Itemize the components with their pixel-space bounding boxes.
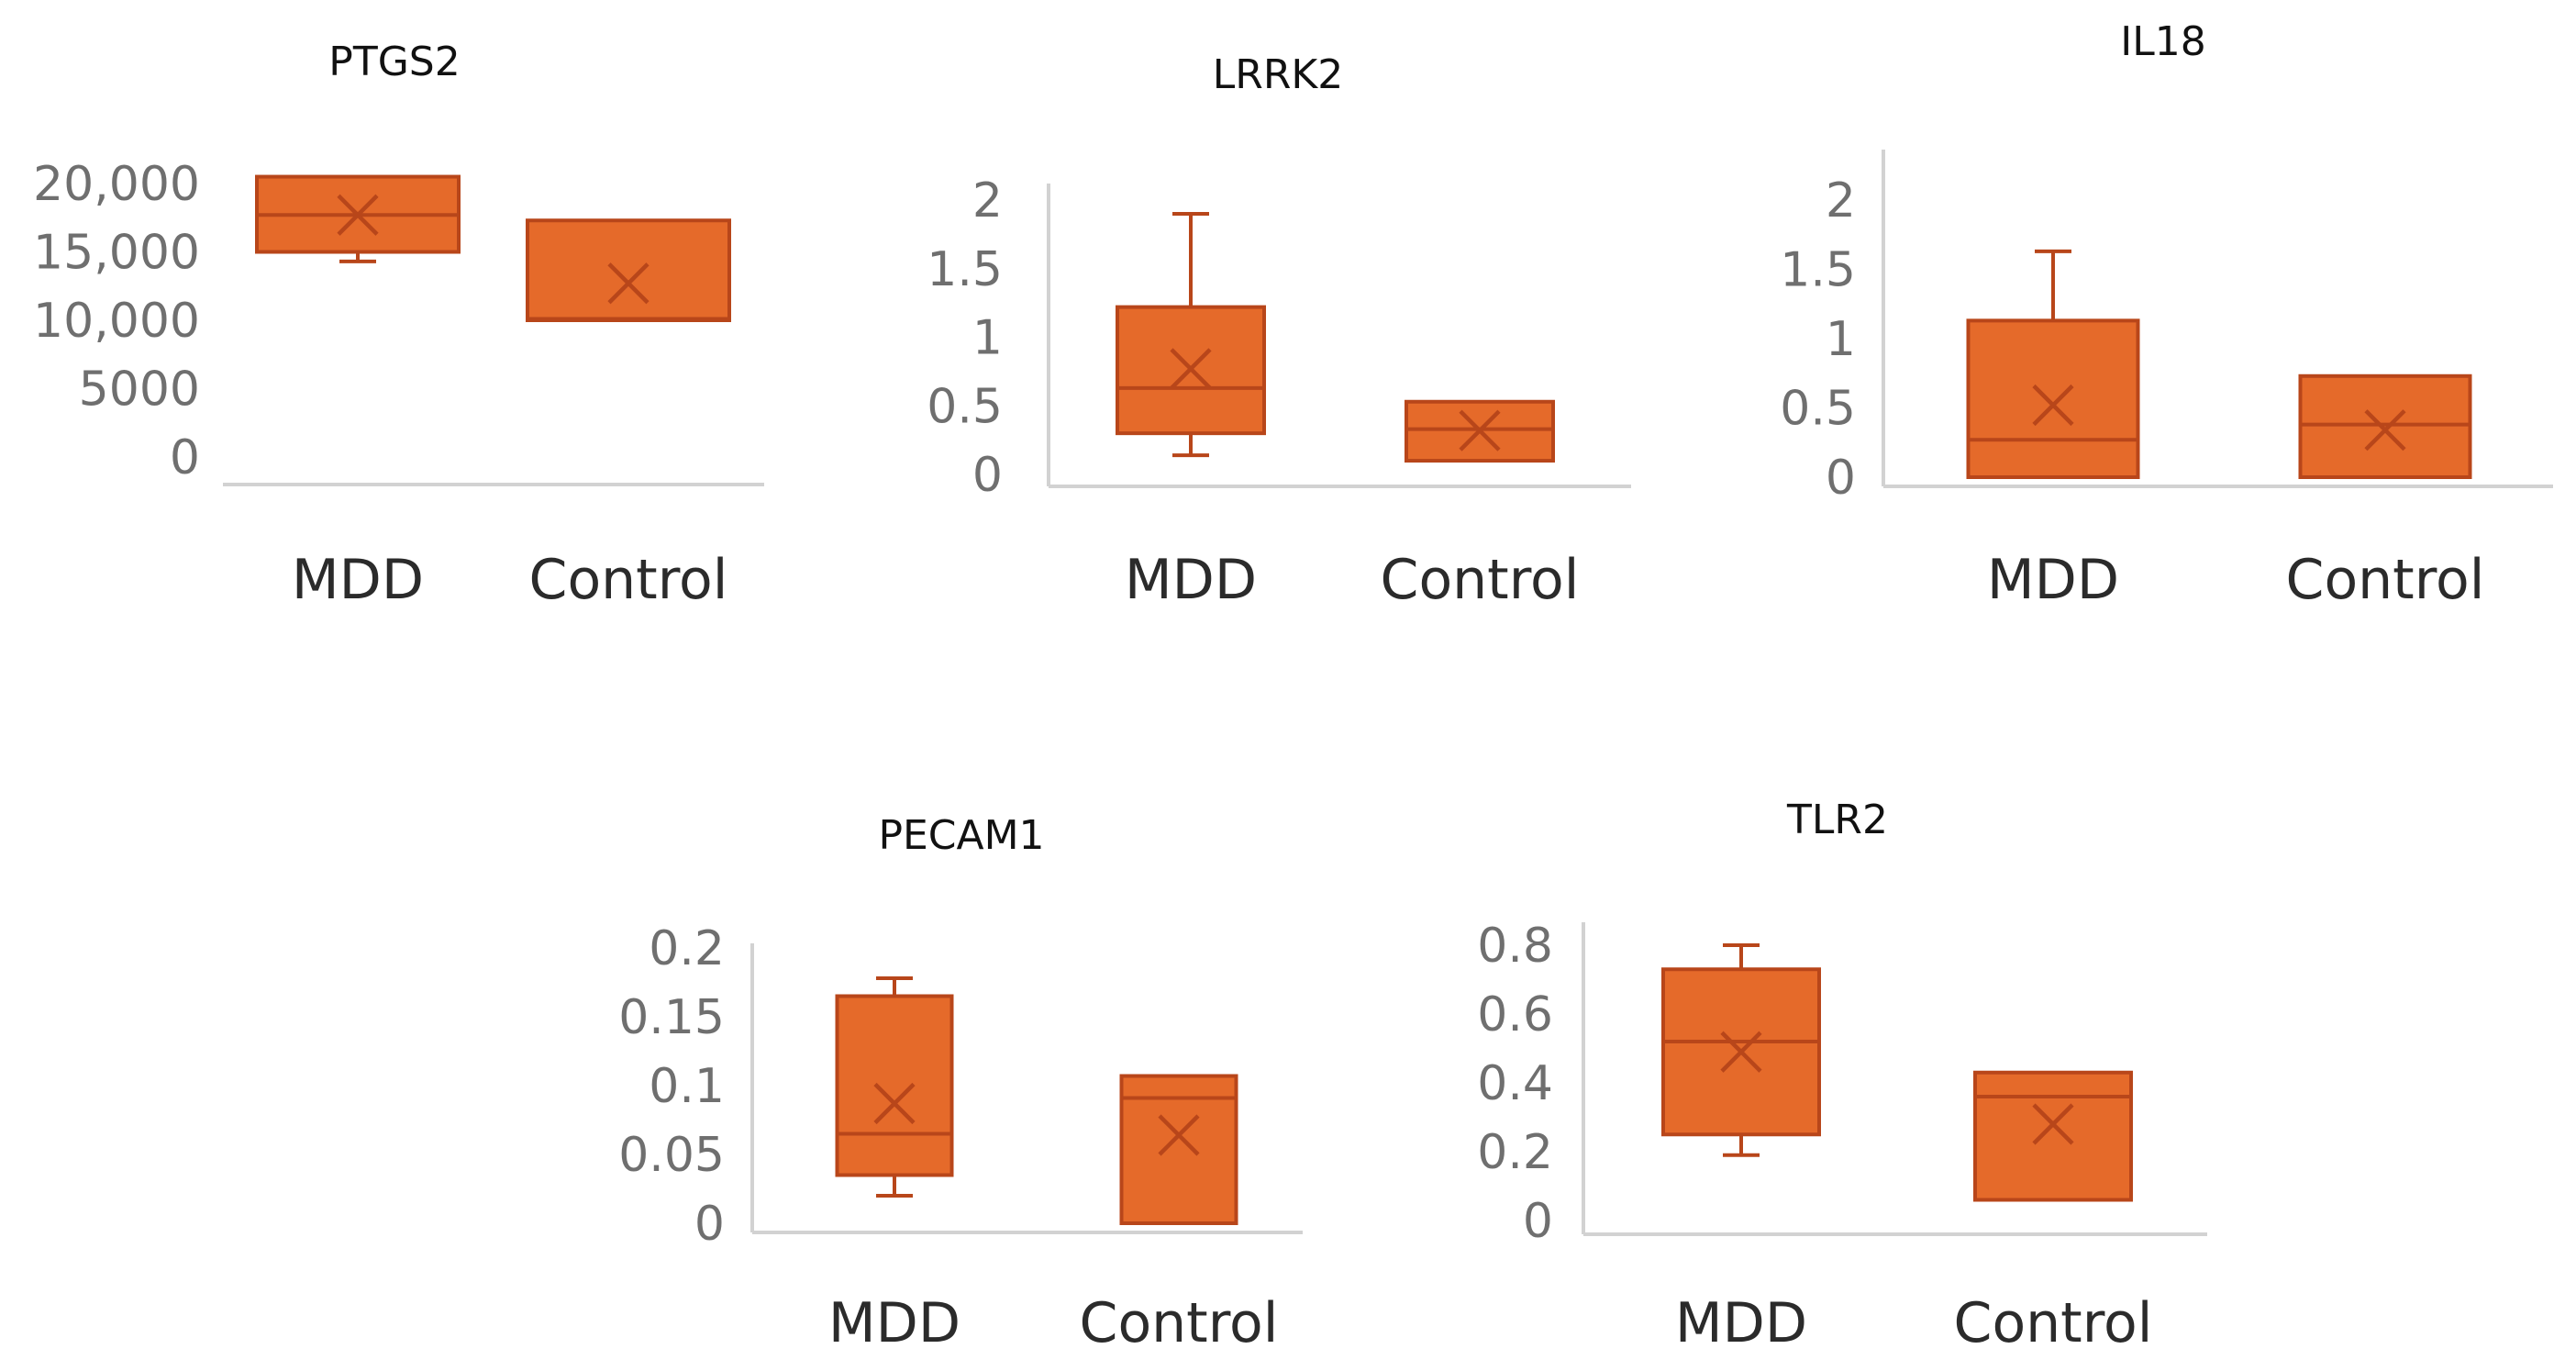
mean-marker — [873, 1082, 916, 1125]
y-tick-label: 0.1 — [649, 1059, 725, 1114]
y-tick-label: 0 — [170, 430, 200, 485]
box-control — [526, 218, 731, 322]
y-tick-label: 0 — [694, 1197, 725, 1252]
chart-title: PECAM1 — [878, 812, 1044, 859]
y-tick-label: 0.5 — [1780, 382, 1856, 437]
y-tick-label: 0.4 — [1477, 1056, 1553, 1111]
y-tick-label: 0 — [972, 448, 1003, 503]
mean-marker — [607, 262, 650, 305]
y-tick-label: 0 — [1523, 1194, 1553, 1249]
box-iqr — [1119, 1074, 1238, 1225]
chart-tlr2: TLR2 0 0.2 0.4 0.6 0.8 MDD Control — [1477, 797, 2207, 1355]
mean-marker — [2364, 409, 2406, 451]
mean-marker — [1720, 1031, 1762, 1073]
chart-pecam1: PECAM1 0 0.05 0.1 0.15 0.2 MDD Control — [618, 812, 1303, 1355]
box-mdd — [1966, 249, 2140, 479]
x-tick-label-mdd: MDD — [1125, 548, 1257, 612]
box-iqr — [1966, 318, 2140, 479]
box-iqr — [2298, 373, 2472, 479]
y-tick-label: 20,000 — [33, 157, 200, 212]
y-tick-label: 2 — [1826, 173, 1856, 228]
mean-marker — [1170, 348, 1212, 390]
x-tick-label-control: Control — [1954, 1291, 2153, 1355]
box-mdd — [1661, 943, 1821, 1157]
mean-marker — [2032, 1103, 2074, 1145]
y-tick-label: 10,000 — [33, 294, 200, 349]
y-tick-label: 0 — [1826, 451, 1856, 506]
y-tick-label: 1 — [1826, 312, 1856, 367]
y-tick-label: 1.5 — [1780, 243, 1856, 298]
y-tick-label: 0.8 — [1477, 919, 1553, 974]
chart-title: PTGS2 — [328, 39, 460, 85]
box-mdd — [1116, 211, 1266, 458]
y-tick-label: 1 — [972, 311, 1003, 366]
x-tick-label-mdd: MDD — [1987, 548, 2119, 612]
y-tick-label: 2 — [972, 173, 1003, 228]
box-iqr — [1973, 1070, 2133, 1202]
y-tick-label: 0.2 — [649, 921, 725, 976]
x-tick-label-mdd: MDD — [292, 548, 424, 612]
mean-marker — [1459, 409, 1501, 451]
chart-lrrk2: LRRK2 0 0.5 1 1.5 2 MDD Control — [927, 51, 1631, 612]
x-tick-label-mdd: MDD — [1675, 1291, 1807, 1355]
x-tick-label-mdd: MDD — [828, 1291, 960, 1355]
y-tick-label: 0.15 — [618, 990, 725, 1045]
box-iqr — [835, 994, 954, 1177]
chart-title: LRRK2 — [1213, 51, 1344, 98]
x-tick-label-control: Control — [1381, 548, 1580, 612]
mean-marker — [1158, 1114, 1200, 1156]
y-tick-label: 1.5 — [927, 242, 1003, 297]
y-tick-label: 15,000 — [33, 226, 200, 281]
y-tick-label: 0.6 — [1477, 987, 1553, 1042]
chart-title: IL18 — [2120, 18, 2205, 65]
box-mdd — [255, 174, 461, 263]
chart-ptgs2: PTGS2 0 5000 10,000 15,000 20,000 MDD Contro… — [33, 39, 764, 612]
box-control — [1405, 399, 1555, 463]
y-tick-label: 5000 — [79, 362, 200, 418]
box-control — [2298, 373, 2472, 479]
box-control — [1973, 1070, 2133, 1202]
chart-title: TLR2 — [1786, 797, 1888, 843]
y-tick-label: 0.05 — [618, 1128, 725, 1183]
x-tick-label-control: Control — [2286, 548, 2485, 612]
mean-marker — [2032, 384, 2074, 427]
x-tick-label-control: Control — [529, 548, 728, 612]
y-tick-label: 0.2 — [1477, 1125, 1553, 1180]
x-tick-label-control: Control — [1080, 1291, 1279, 1355]
mean-marker — [337, 194, 379, 236]
y-tick-label: 0.5 — [927, 379, 1003, 434]
box-iqr — [526, 218, 731, 322]
box-control — [1119, 1074, 1238, 1225]
chart-il18: IL18 0 0.5 1 1.5 2 MDD Control — [1780, 18, 2553, 612]
box-mdd — [835, 976, 954, 1198]
